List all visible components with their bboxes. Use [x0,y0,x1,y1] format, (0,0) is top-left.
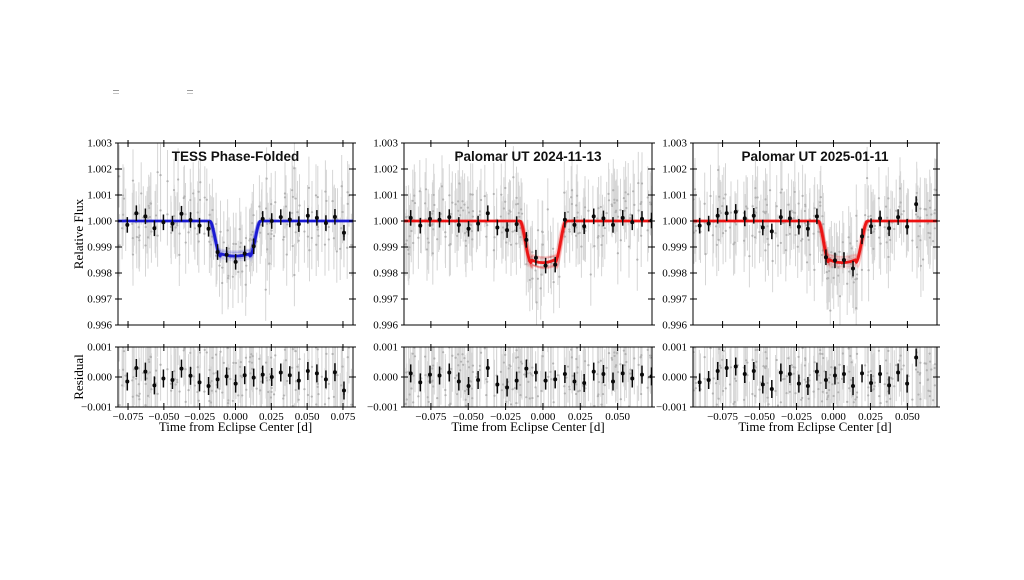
svg-text:−0.050: −0.050 [148,411,179,423]
x-axis-label: Time from Eclipse Center [d] [158,419,313,434]
x-axis-label: Time from Eclipse Center [d] [738,419,892,434]
svg-text:1.002: 1.002 [87,164,112,176]
svg-text:0.025: 0.025 [259,411,284,423]
svg-text:−0.025: −0.025 [184,411,215,423]
svg-text:1.001: 1.001 [373,190,398,202]
svg-text:−0.050: −0.050 [453,411,484,423]
svg-text:0.000: 0.000 [821,411,846,423]
svg-text:0.999: 0.999 [373,242,398,254]
svg-text:0.998: 0.998 [662,268,687,280]
svg-text:0.000: 0.000 [531,411,556,423]
svg-text:0.997: 0.997 [87,294,112,306]
stray-mark [113,90,119,94]
svg-text:0.998: 0.998 [373,268,398,280]
svg-text:0.996: 0.996 [87,320,112,332]
svg-text:−0.001: −0.001 [656,402,687,414]
svg-text:0.000: 0.000 [223,411,248,423]
svg-text:0.025: 0.025 [858,411,883,423]
svg-text:0.997: 0.997 [662,294,687,306]
svg-text:0.000: 0.000 [662,372,687,384]
stray-mark [187,90,193,94]
svg-text:0.050: 0.050 [895,411,920,423]
svg-text:−0.025: −0.025 [490,411,521,423]
svg-text:0.050: 0.050 [605,411,630,423]
svg-text:0.050: 0.050 [295,411,320,423]
svg-text:1.000: 1.000 [662,216,687,228]
svg-text:−0.025: −0.025 [781,411,812,423]
svg-text:1.000: 1.000 [373,216,398,228]
svg-text:0.000: 0.000 [373,372,398,384]
svg-text:1.002: 1.002 [373,164,398,176]
svg-text:−0.075: −0.075 [113,411,144,423]
svg-text:0.996: 0.996 [662,320,687,332]
svg-text:0.001: 0.001 [87,342,112,354]
svg-text:1.003: 1.003 [87,138,112,150]
svg-text:0.996: 0.996 [373,320,398,332]
y-axis-label-residual: Residual [71,354,86,400]
light-curve-column-3: 1.003 1.002 1.001 1.000 0.999 0.998 0.997 0.996… [656,138,940,423]
light-curve-column-2: 1.003 1.002 1.001 1.000 0.999 0.998 0.997 0.996… [367,138,655,423]
panel-title-palomar-2025: Palomar UT 2025-01-11 [741,149,889,164]
svg-text:0.999: 0.999 [87,242,112,254]
x-axis-label: Time from Eclipse Center [d] [451,419,605,434]
svg-text:1.002: 1.002 [662,164,687,176]
svg-text:−0.075: −0.075 [707,411,738,423]
svg-text:0.997: 0.997 [373,294,398,306]
svg-text:−0.001: −0.001 [367,402,398,414]
svg-text:0.001: 0.001 [373,342,398,354]
svg-text:0.075: 0.075 [331,411,356,423]
panel-title-tess: TESS Phase-Folded [171,149,300,164]
svg-text:0.998: 0.998 [87,268,112,280]
svg-text:1.000: 1.000 [87,216,112,228]
svg-text:0.025: 0.025 [568,411,593,423]
svg-text:0.001: 0.001 [662,342,687,354]
svg-text:−0.050: −0.050 [744,411,775,423]
svg-text:−0.075: −0.075 [415,411,446,423]
light-curve-column-1: 1.003 1.002 1.001 1.000 0.999 0.998 0.997 0.996… [81,138,356,423]
svg-text:−0.001: −0.001 [81,402,112,414]
svg-text:0.000: 0.000 [87,372,112,384]
svg-text:1.003: 1.003 [662,138,687,150]
svg-text:1.001: 1.001 [87,190,112,202]
panel-title-palomar-2024: Palomar UT 2024-11-13 [454,149,602,164]
y-axis-label-relative-flux: Relative Flux [71,198,86,270]
svg-text:1.003: 1.003 [373,138,398,150]
svg-text:0.999: 0.999 [662,242,687,254]
svg-text:1.001: 1.001 [662,190,687,202]
